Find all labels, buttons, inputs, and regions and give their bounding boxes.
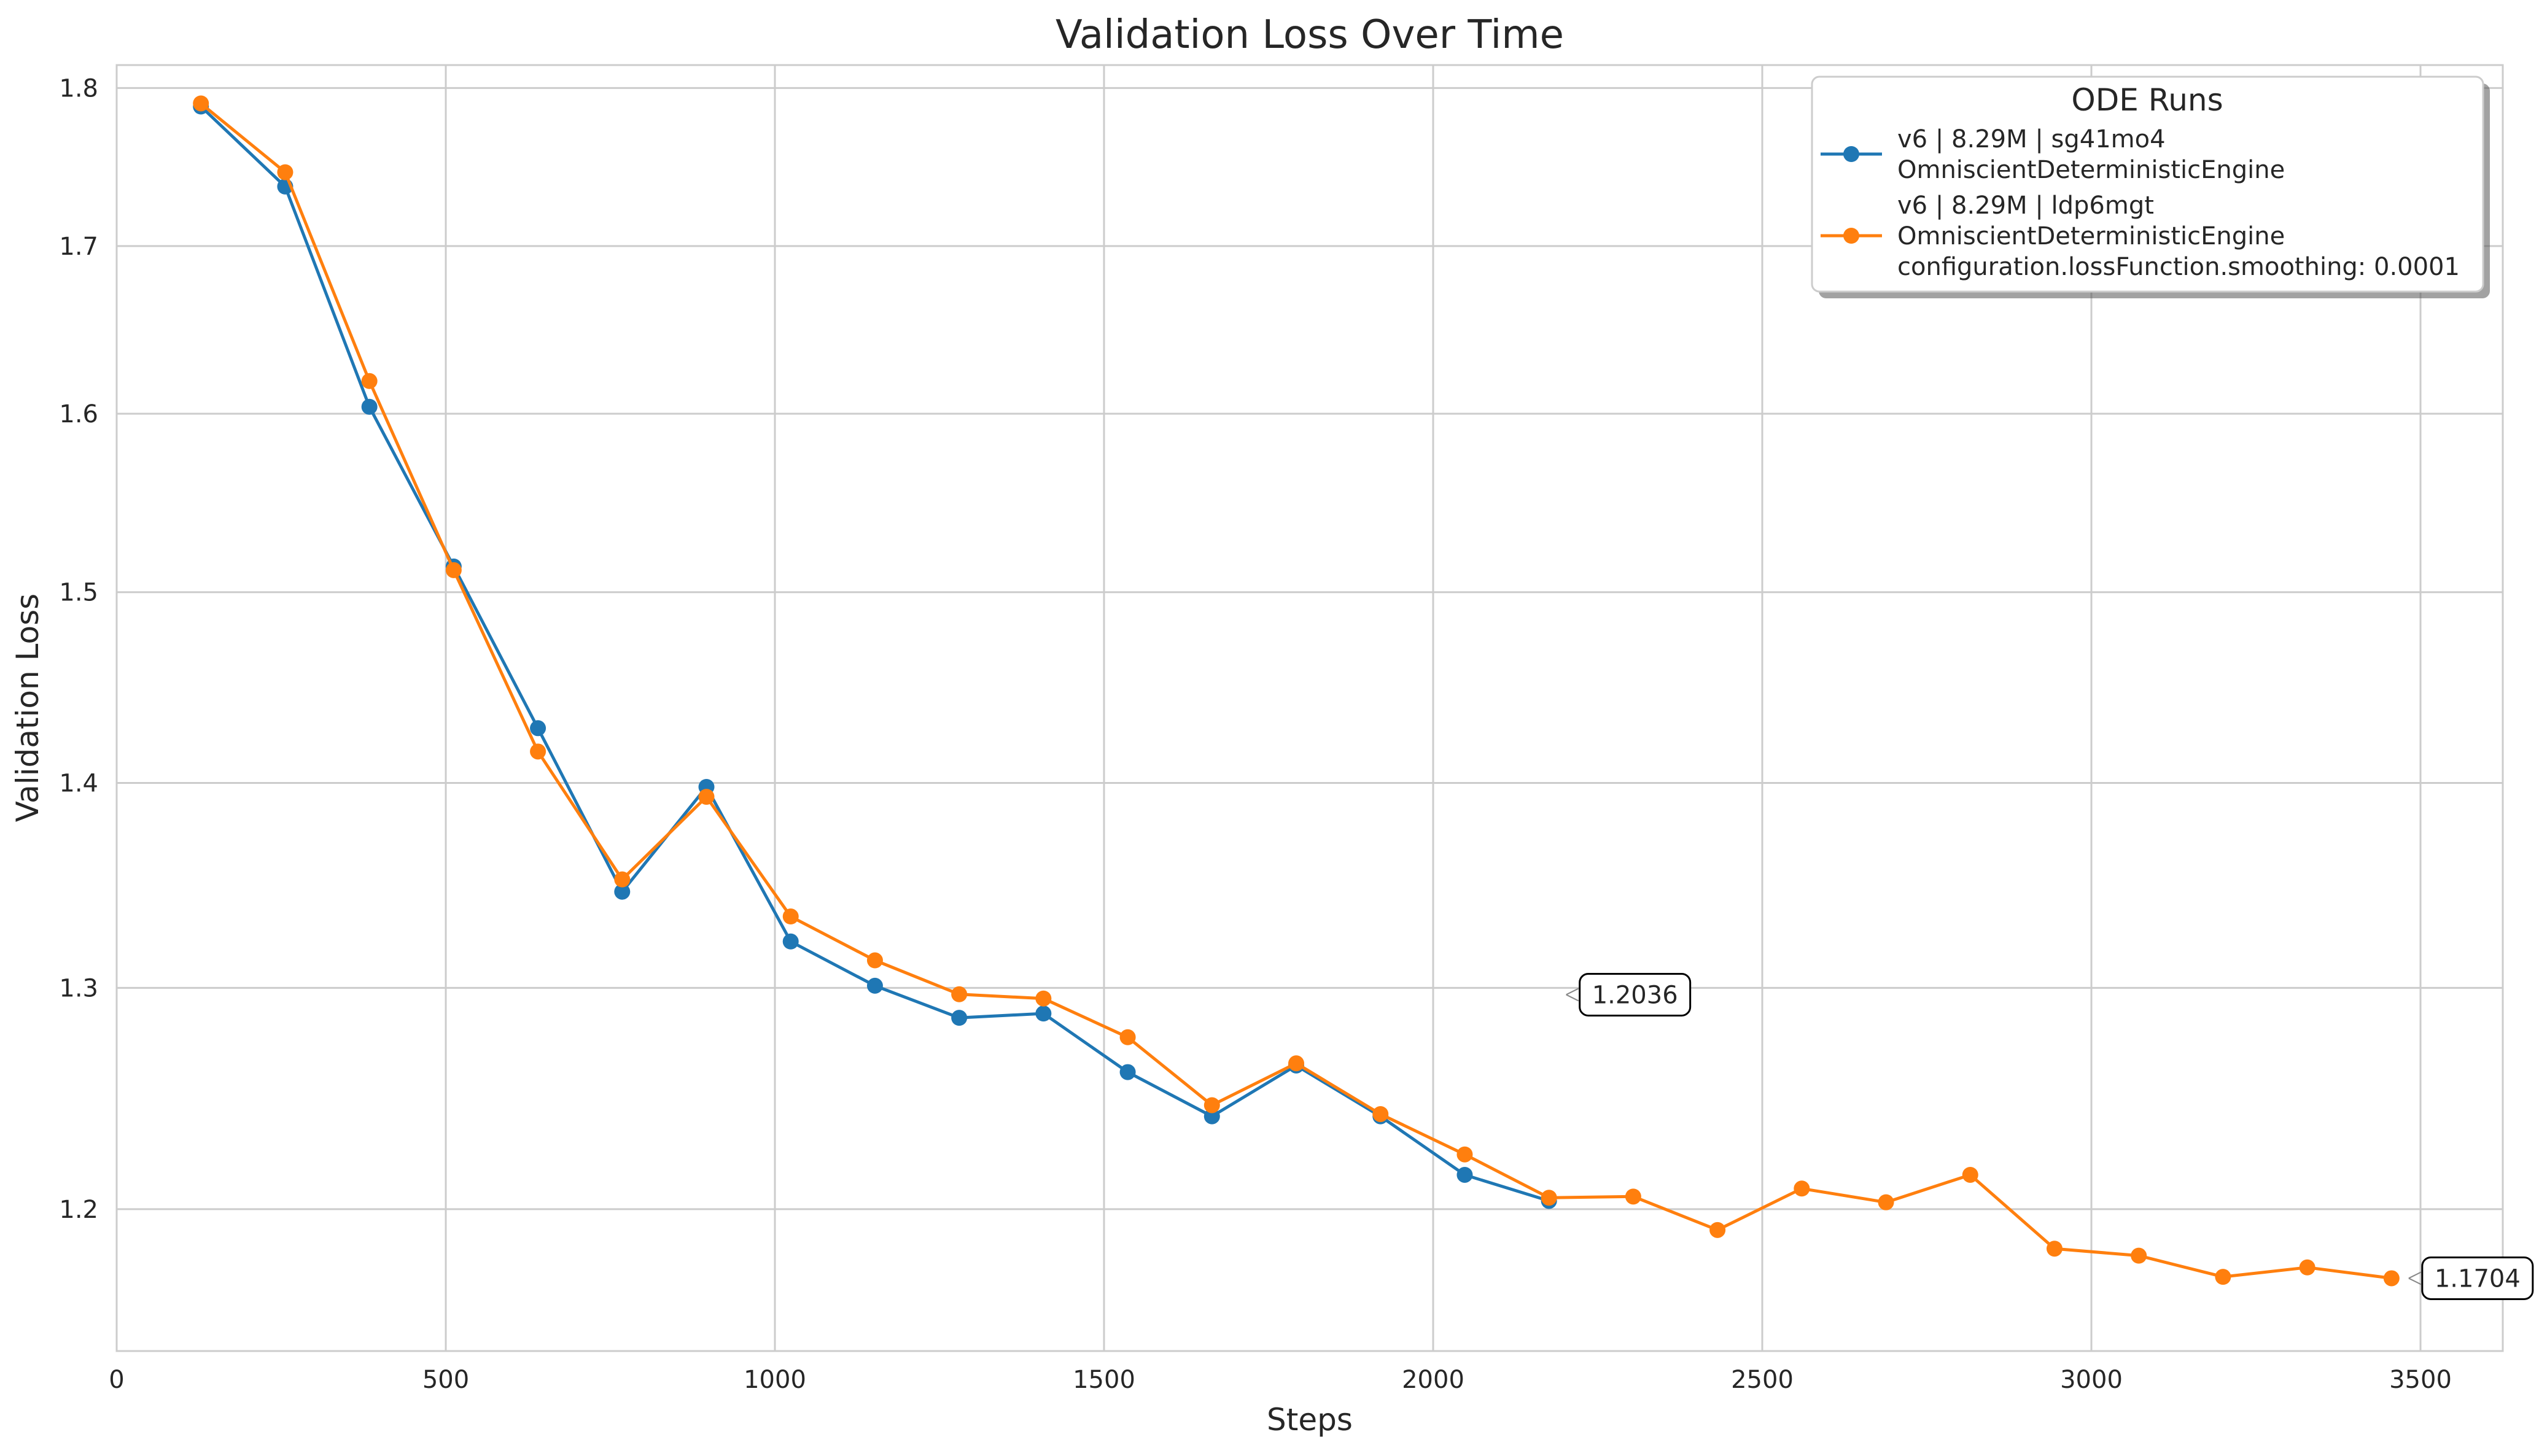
series-2-point (2299, 1259, 2315, 1276)
x-tick-label: 3000 (2060, 1366, 2123, 1394)
end-label-2: 1.1704 (2408, 1256, 2534, 1300)
series-2-point (1625, 1188, 1641, 1205)
x-tick-label: 3500 (2389, 1366, 2452, 1394)
end-annotations: 1.2036 1.1704 (1566, 972, 2534, 1300)
series-2-point (698, 789, 715, 805)
series-2-point (1709, 1222, 1726, 1238)
y-tick-label: 1.7 (59, 233, 98, 261)
legend-entries: v6 | 8.29M | sg41mo4 OmniscientDeterminis… (1821, 125, 2460, 281)
series-1-point (1456, 1166, 1473, 1183)
end-label-box (1579, 972, 1692, 1016)
x-tick-label: 500 (422, 1366, 469, 1394)
series-layer (193, 95, 2400, 1287)
grid (115, 65, 2503, 1351)
legend-label-line: configuration.lossFunction.smoothing: 0.… (1897, 253, 2460, 281)
legend-box (1811, 76, 2484, 293)
legend-label-line: OmniscientDeterministicEngine (1897, 222, 2285, 250)
series-2-point (1794, 1180, 1810, 1197)
y-tick-label: 1.2 (59, 1196, 98, 1224)
legend-label-line: v6 | 8.29M | sg41mo4 (1897, 125, 2166, 153)
x-axis-label: Steps (1267, 1402, 1353, 1438)
series-2-point (2046, 1241, 2063, 1257)
series-2-point (1456, 1146, 1473, 1163)
series-2-point (193, 95, 209, 112)
series-2-point (361, 373, 378, 389)
legend-marker (1843, 228, 1859, 244)
series-1-point (866, 977, 883, 994)
x-tick-label: 2500 (1731, 1366, 1794, 1394)
series-2-point (1372, 1106, 1389, 1122)
series-2-point (866, 952, 883, 969)
series-2-point (1962, 1166, 1978, 1183)
series-1-point (1035, 1005, 1052, 1022)
end-label-arrow (1566, 988, 1579, 1002)
x-tick-label: 1000 (744, 1366, 806, 1394)
legend-label-line: v6 | 8.29M | ldp6mgt (1897, 192, 2154, 220)
series-2-point (2131, 1247, 2147, 1264)
end-label-text: 1.1704 (2435, 1264, 2521, 1293)
series-2-point (2383, 1270, 2400, 1287)
series-1-point (361, 398, 378, 415)
series-1-point (614, 883, 631, 900)
series-2-point (951, 986, 968, 1002)
end-label-1: 1.2036 (1566, 972, 1692, 1016)
legend-entry-2: v6 | 8.29M | ldp6mgtOmniscientDeterminis… (1821, 192, 2460, 281)
x-tick-label: 2000 (1402, 1366, 1464, 1394)
legend-label-line: OmniscientDeterministicEngine (1897, 156, 2285, 184)
series-2-point (782, 908, 799, 925)
series-2-point (2215, 1269, 2231, 1285)
series-2-point (614, 871, 631, 888)
series-1-point (530, 720, 546, 737)
x-tick-label: 1500 (1073, 1366, 1135, 1394)
series-2-point (277, 164, 294, 180)
end-label-arrow (2408, 1271, 2422, 1285)
series-2-point (1878, 1194, 1894, 1210)
legend: ODE Runs v6 | 8.29M | sg41mo4 OmniscientD… (1811, 76, 2490, 298)
series-2-point (1119, 1029, 1136, 1045)
y-tick-label: 1.8 (59, 74, 98, 103)
series-2-point (1203, 1097, 1220, 1113)
y-tick-label: 1.6 (59, 400, 98, 428)
plot-frame (115, 64, 2504, 1352)
chart-title: Validation Loss Over Time (1056, 12, 1564, 58)
series-2-point (1035, 990, 1052, 1007)
series-1-point (1203, 1108, 1220, 1125)
y-tick-label: 1.5 (59, 579, 98, 607)
series-2-point (1541, 1190, 1557, 1206)
end-label-box (2421, 1256, 2534, 1300)
series-2-point (445, 562, 462, 578)
y-tick-label: 1.3 (59, 974, 98, 1002)
x-tick-label: 0 (109, 1366, 124, 1394)
legend-entry-1: v6 | 8.29M | sg41mo4 OmniscientDeterminis… (1821, 125, 2285, 184)
y-axis-label: Validation Loss (10, 594, 45, 822)
series-1-point (1119, 1064, 1136, 1080)
y-tick-label: 1.4 (59, 770, 98, 798)
end-label-text: 1.2036 (1592, 981, 1678, 1009)
series-2-point (1288, 1055, 1305, 1072)
legend-marker (1843, 146, 1859, 162)
series-2 (193, 95, 2400, 1287)
series-1-point (951, 1010, 968, 1026)
tick-labels: 0 500 1000 1500 2000 2500 3000 3500 1.2 1.3 1.4 1.5… (59, 74, 2452, 1394)
series-2-point (530, 743, 546, 760)
series-1-point (782, 933, 799, 950)
legend-title: ODE Runs (2071, 82, 2223, 118)
